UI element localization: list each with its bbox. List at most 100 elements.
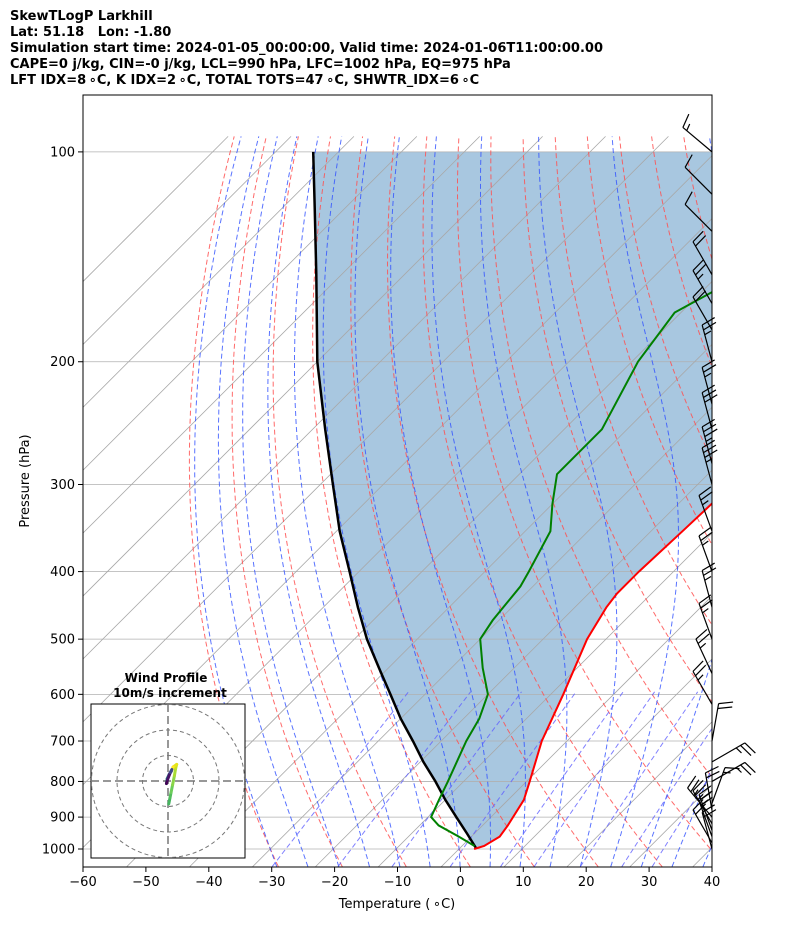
wind-barb-staff: [682, 127, 713, 153]
wind-barb-flag: [703, 809, 717, 818]
moist-adiabat: [640, 136, 712, 867]
wind-barb: [701, 359, 717, 405]
wind-barb-staff: [704, 772, 713, 811]
wind-barb-flag: [740, 744, 752, 756]
y-tick-label: 800: [50, 775, 75, 790]
y-tick-label: 700: [50, 735, 75, 750]
hodograph-segment: [171, 774, 176, 787]
moist-adiabat: [610, 136, 679, 867]
moist-adiabat: [267, 136, 370, 867]
wind-barb-half-flag: [697, 793, 704, 800]
hodograph-title: Wind Profile: [125, 671, 208, 685]
wind-barb-half-flag: [702, 608, 709, 614]
wind-barb-staff: [701, 447, 713, 485]
indices-line-2: LFT IDX=8 ∘C, K IDX=2 ∘C, TOTAL TOTS=47 …: [10, 73, 480, 88]
parcel-profile-line: [311, 151, 478, 850]
wind-barb-staff: [687, 787, 713, 818]
mixing-ratio-line: [449, 691, 577, 867]
moist-adiabat: [390, 136, 491, 867]
wind-barb-staff: [692, 671, 713, 705]
wind-barb-flag: [718, 701, 734, 705]
y-tick-label: 900: [50, 811, 75, 826]
moist-adiabat: [294, 136, 401, 867]
x-tick-label: −10: [384, 875, 411, 890]
y-tick-label: 500: [50, 633, 75, 648]
wind-barb-flag: [703, 567, 717, 576]
wind-barb-flag: [682, 113, 690, 128]
mixing-ratio-line: [337, 691, 471, 867]
wind-barb-flag: [695, 629, 708, 640]
wind-barb-staff: [711, 767, 726, 804]
isotherm: [441, 595, 712, 867]
wind-barb: [687, 775, 713, 818]
isotherm: [566, 721, 712, 867]
wind-barb-staff: [698, 495, 713, 532]
wind-barb-flag: [692, 259, 704, 272]
moist-adiabat: [480, 136, 568, 867]
wind-barb-flag: [698, 785, 712, 796]
mixing-ratio-line: [533, 691, 656, 867]
wind-barb-flag: [703, 423, 717, 433]
wind-barb-half-flag: [735, 747, 742, 754]
x-tick-label: −20: [321, 875, 348, 890]
wind-barb-half-flag: [704, 372, 712, 378]
moist-adiabat: [322, 136, 431, 867]
wind-barb-half-flag: [702, 799, 709, 805]
wind-barb-half-flag: [686, 123, 691, 131]
isotherm: [503, 658, 712, 867]
wind-barb: [692, 660, 713, 705]
dry-adiabat: [554, 136, 712, 626]
moist-adiabat: [702, 844, 712, 867]
moist-adiabat: [538, 136, 618, 867]
wind-barb-staff: [692, 296, 713, 331]
dry-adiabat: [619, 136, 712, 461]
wind-barb-half-flag: [702, 500, 709, 506]
wind-barb-staff: [701, 570, 713, 608]
y-tick-label: 400: [50, 565, 75, 580]
wind-barb-half-flag: [697, 674, 704, 681]
wind-barb-half-flag: [704, 330, 712, 336]
x-tick-label: −30: [258, 875, 285, 890]
isotherm: [83, 136, 481, 534]
wind-barb-flag: [692, 286, 704, 298]
x-tick-label: −40: [195, 875, 222, 890]
mixing-ratio-line: [651, 771, 712, 867]
wind-barb-staff: [698, 535, 713, 572]
wind-barb-staff: [692, 790, 713, 825]
wind-barb-flag: [744, 762, 756, 773]
isotherm: [189, 343, 712, 867]
dry-adiabat: [780, 136, 794, 866]
wind-barb: [682, 113, 713, 153]
hodograph-inset: Wind Profile 10m/s increment: [90, 671, 246, 859]
dry-adiabat: [188, 136, 279, 867]
wind-barb-staff: [698, 800, 713, 837]
wind-barb-flag: [703, 444, 717, 454]
wind-barb-staff: [684, 166, 713, 195]
moist-adiabat: [431, 136, 526, 867]
isotherm: [83, 136, 418, 471]
x-tick-label: 20: [578, 875, 595, 890]
chart-header: SkewTLogP Larkhill Lat: 51.18 Lon: -1.80…: [10, 9, 603, 89]
wind-barb: [701, 418, 718, 464]
isotherm: [83, 136, 229, 283]
wind-barb: [695, 629, 713, 674]
mixing-ratio-line: [500, 691, 624, 867]
wind-barb-staff: [701, 367, 713, 405]
x-tick-label: 30: [641, 875, 658, 890]
wind-barb-flag: [700, 531, 713, 542]
dry-adiabat: [490, 136, 712, 778]
wind-barb-staff: [711, 703, 720, 742]
wind-barb: [711, 701, 734, 742]
wind-barb: [711, 761, 756, 782]
indices-line-1: CAPE=0 j/kg, CIN=-0 j/kg, LCL=990 hPa, L…: [10, 57, 511, 72]
times-line: Simulation start time: 2024-01-05_00:00:…: [10, 41, 603, 56]
dewpoint-line: [429, 290, 712, 847]
wind-barb: [698, 526, 713, 572]
wind-barb-flag: [687, 775, 697, 789]
x-tick-label: −50: [132, 875, 159, 890]
dry-adiabat: [312, 136, 471, 867]
wind-barb: [692, 286, 713, 331]
wind-barb-flag: [690, 779, 700, 793]
wind-barb-flag: [703, 364, 717, 373]
wind-barb-staff: [701, 812, 713, 850]
